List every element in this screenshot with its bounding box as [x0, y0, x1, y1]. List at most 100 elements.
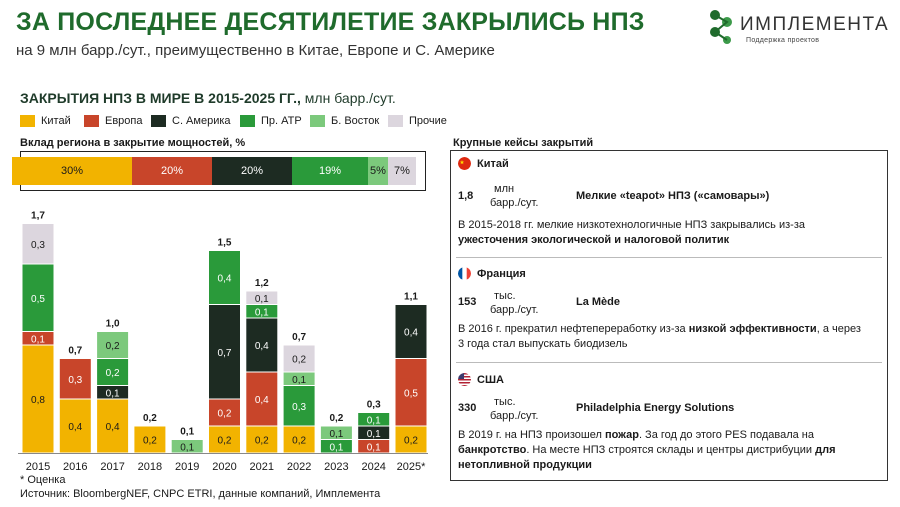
bar-value-label-europe-2020: 0,2 [218, 409, 232, 420]
bar-value-label-china-2017: 0,4 [106, 422, 120, 433]
share-segment-label-europe: 20% [160, 165, 184, 177]
bar-segment-namerica-2020 [208, 304, 241, 400]
legend-item-apac: Пр. АТР [240, 114, 302, 128]
bar-total-label-2021: 1,2 [255, 278, 269, 289]
case-china-country: Китай [477, 157, 509, 170]
bar-value-label-latam-2017: 0,2 [106, 368, 120, 379]
legend-swatch-apac [240, 115, 255, 127]
case-divider-1 [456, 257, 882, 258]
case-france-desc-tail: , а через 3 года стал выпускать биодизел… [458, 323, 861, 350]
bar-segment-latam-2024 [357, 412, 391, 427]
share-segment-label-other: 7% [394, 165, 410, 177]
bar-value-label-europe-2024: 0,1 [367, 442, 381, 453]
case-china-name: Мелкие «teapot» НПЗ («самовары») [576, 190, 770, 202]
case-usa-name: Philadelphia Energy Solutions [576, 402, 735, 414]
bar-value-label-latam-2020: 0,4 [218, 274, 232, 285]
legend-swatch-europe [84, 115, 99, 127]
bar-value-label-latam-2021: 0,1 [255, 307, 269, 318]
bar-value-label-latam-2022: 0,3 [292, 402, 306, 413]
legend-label-europe: Европа [105, 115, 143, 127]
legend-label-apac: Пр. АТР [261, 115, 302, 127]
case-china-number: 1,8 [458, 190, 474, 202]
case-usa-desc-bold3: для нетопливной продукции [458, 444, 836, 471]
bar-value-label-namerica-2020: 0,7 [218, 348, 232, 359]
bar-value-label-china-2025: 0,2 [404, 436, 418, 447]
logo-name: ИМПЛЕМЕНТА [740, 14, 890, 35]
bar-value-label-china-2016: 0,4 [68, 422, 82, 433]
bar-segment-china-2018 [133, 425, 167, 454]
case-france-description: В 2016 г. прекратил нефтепереработку из-… [458, 322, 868, 352]
bar-total-label-2022: 0,7 [292, 332, 306, 343]
bar-segment-europe-2016 [58, 358, 92, 400]
x-tick-label-2018: 2018 [138, 461, 162, 473]
france-flag-icon [458, 267, 471, 280]
legend-label-other: Прочие [409, 115, 447, 127]
bar-segment-china-2015 [21, 344, 55, 454]
bar-value-label-latam-2015: 0,5 [31, 294, 45, 305]
bar-value-label-europe-2025: 0,5 [404, 388, 418, 399]
x-tick-label-2022: 2022 [287, 461, 311, 473]
legend-swatch-other [388, 115, 403, 127]
bar-total-label-2016: 0,7 [68, 346, 82, 357]
share-segment-label-mideast: 5% [370, 165, 386, 177]
bar-segment-china-2025 [394, 425, 428, 454]
case-usa-desc-bold2: банкротство [458, 444, 527, 456]
case-usa-unit-line1: тыс. [494, 396, 516, 408]
bar-value-label-china-2020: 0,2 [218, 436, 232, 447]
footnote: * Оценка [20, 474, 66, 486]
bar-value-label-latam-2024: 0,1 [367, 415, 381, 426]
case-usa-number: 330 [458, 402, 477, 414]
case-france-name: La Mède [576, 296, 621, 308]
case-france-unit: тыс. барр./сут. [490, 289, 538, 317]
case-france-desc-text: В 2016 г. прекратил нефтепереработку из-… [458, 323, 689, 335]
legend-label-namerica: С. Америка [172, 115, 231, 127]
case-china-unit: млн барр./сут. [490, 182, 538, 210]
bar-value-label-china-2022: 0,2 [292, 436, 306, 447]
case-france-number: 153 [458, 296, 477, 308]
bar-total-label-2025: 1,1 [404, 292, 418, 303]
bar-value-label-europe-2021: 0,4 [255, 395, 269, 406]
cases-panel [450, 150, 888, 481]
bar-segment-namerica-2021 [245, 317, 279, 373]
bar-value-label-other-2022: 0,2 [292, 355, 306, 366]
page-title: ЗА ПОСЛЕДНЕЕ ДЕСЯТИЛЕТИЕ ЗАКРЫЛИСЬ НПЗ [16, 8, 645, 36]
chart-title: ЗАКРЫТИЯ НПЗ В МИРЕ В 2015-2025 ГГ., млн… [20, 90, 396, 106]
share-segment-china: 30% [12, 157, 132, 185]
x-tick-label-2020: 2020 [212, 461, 236, 473]
legend-item-mideast: Б. Восток [310, 114, 379, 128]
case-china-description: В 2015-2018 гг. мелкие низкотехнологичны… [458, 218, 868, 248]
share-segment-namerica: 20% [212, 157, 292, 185]
legend-swatch-namerica [151, 115, 166, 127]
bar-value-label-mideast-2023: 0,1 [329, 429, 343, 440]
case-france-unit-line2: барр./сут. [490, 304, 539, 316]
case-china-desc-text: В 2015-2018 гг. мелкие низкотехнологичны… [458, 219, 805, 231]
bar-total-label-2015: 1,7 [31, 211, 45, 222]
bar-segment-mideast-2023 [319, 425, 353, 440]
legend-label-mideast: Б. Восток [331, 115, 380, 127]
bar-segment-other-2021 [245, 290, 279, 305]
case-china-header: Китай [458, 157, 509, 170]
share-segment-latam: 19% [292, 157, 368, 185]
legend-label-china: Китай [41, 115, 71, 127]
case-usa-desc-bold: пожар [604, 429, 639, 441]
logo-tagline: Поддержка проектов [746, 37, 820, 44]
case-usa-country: США [477, 373, 504, 386]
case-usa-unit: тыс. барр./сут. [490, 395, 538, 423]
legend-item-china: Китай [20, 114, 71, 128]
chart-legend: Китай Европа С. Америка Пр. АТР Б. Восто… [20, 114, 460, 128]
case-usa-desc-mid: . За год до этого PES подавала на [638, 429, 814, 441]
bar-value-label-china-2015: 0,8 [31, 395, 45, 406]
case-china-desc-bold: ужесточения экологической и налоговой по… [458, 234, 730, 246]
case-france-country: Франция [477, 267, 526, 280]
closures-bar-chart: 0,8 0,1 0,5 0,3 1,7 2015 0,4 0,3 0,7 2016 0,4 0,1 0,… [18, 211, 428, 473]
case-france-desc-bold: низкой эффективности [688, 323, 817, 335]
bar-total-label-2024: 0,3 [367, 400, 381, 411]
case-china-unit-line1: млн [494, 183, 515, 195]
bar-total-label-2019: 0,1 [180, 427, 194, 438]
x-tick-label-2016: 2016 [63, 461, 87, 473]
bar-value-label-europe-2016: 0,3 [68, 375, 82, 386]
x-tick-label-2023: 2023 [324, 461, 348, 473]
cases-title: Крупные кейсы закрытий [453, 137, 594, 149]
x-tick-label-2017: 2017 [100, 461, 124, 473]
bar-segment-latam-2015 [21, 263, 55, 332]
